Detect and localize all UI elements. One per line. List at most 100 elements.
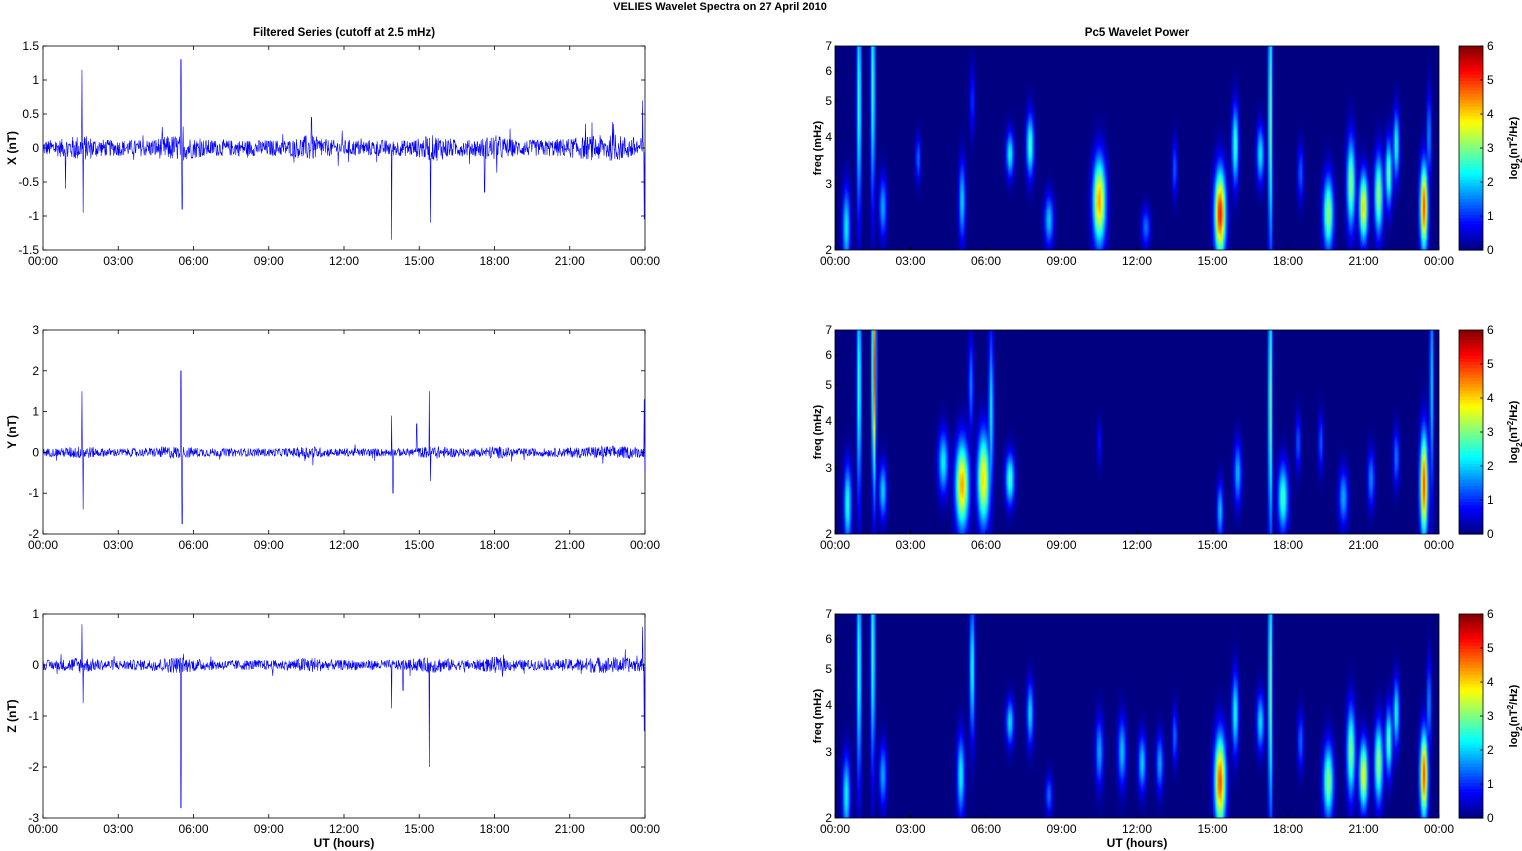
colorbar-swatch [1459, 409, 1483, 414]
y-axis-label: Y (nT) [5, 415, 19, 449]
colorbar-swatch [1459, 106, 1483, 111]
colorbar-swatch [1459, 709, 1483, 714]
colorbar-swatch [1459, 93, 1483, 98]
colorbar-swatch [1459, 71, 1483, 76]
colorbar-swatch [1459, 400, 1483, 404]
colorbar-swatch [1459, 412, 1483, 417]
colorbar-swatch [1459, 109, 1483, 114]
x-tick-label: 06:00 [971, 254, 1001, 268]
colorbar-swatch [1459, 224, 1483, 229]
y-tick-label: 0 [32, 141, 39, 155]
colorbar-swatch [1459, 349, 1483, 353]
wavelet-heatmap [835, 614, 1439, 818]
colorbar-tick-label: 5 [1487, 73, 1494, 87]
x-tick-label: 15:00 [404, 822, 434, 836]
y-tick-label: 5 [825, 378, 832, 392]
colorbar-swatch [1459, 473, 1483, 478]
colorbar-swatch [1459, 173, 1483, 178]
colorbar-swatch [1459, 767, 1483, 771]
colorbar-label: log2(nT2/Hz) [1506, 400, 1522, 463]
x-tick-label: 09:00 [254, 254, 284, 268]
colorbar-swatch [1459, 214, 1483, 219]
y-tick-label: 5 [825, 662, 832, 676]
x-tick-label: 12:00 [1122, 254, 1152, 268]
x-tick-label: 18:00 [479, 822, 509, 836]
colorbar-swatch [1459, 77, 1483, 82]
colorbar-swatch [1459, 65, 1483, 69]
colorbar-swatch [1459, 192, 1483, 197]
colorbar-swatch [1459, 747, 1483, 752]
colorbar-swatch [1459, 744, 1483, 749]
colorbar-swatch [1459, 81, 1483, 85]
x-tick-label: 00:00 [820, 822, 850, 836]
x-tick-label: 00:00 [1424, 822, 1454, 836]
colorbar-swatch [1459, 132, 1483, 136]
colorbar-swatch [1459, 738, 1483, 743]
colorbar-swatch [1459, 100, 1483, 104]
colorbar-swatch [1459, 782, 1483, 787]
colorbar-swatch [1459, 116, 1483, 120]
colorbar-swatch [1459, 649, 1483, 653]
colorbar-swatch [1459, 432, 1483, 436]
colorbar-swatch [1459, 757, 1483, 762]
colorbar-swatch [1459, 795, 1483, 800]
colorbar-swatch [1459, 645, 1483, 650]
x-tick-label: 09:00 [1046, 254, 1076, 268]
colorbar-swatch [1459, 444, 1483, 449]
colorbar-label: log2(nT2/Hz) [1506, 116, 1522, 179]
y-tick-label: -2 [28, 527, 39, 541]
y-tick-label: 7 [825, 607, 832, 621]
colorbar-swatch [1459, 361, 1483, 366]
colorbar-swatch [1459, 52, 1483, 57]
colorbar-tick-label: 6 [1487, 39, 1494, 53]
y-tick-label: 6 [825, 348, 832, 362]
x-tick-label: 06:00 [178, 538, 208, 552]
colorbar-swatch [1459, 789, 1483, 794]
y-tick-label: 4 [825, 130, 832, 144]
wavelet-heatmap [835, 330, 1439, 534]
colorbar-swatch [1459, 128, 1483, 133]
colorbar-swatch [1459, 626, 1483, 631]
colorbar-swatch [1459, 786, 1483, 790]
x-tick-label: 03:00 [103, 254, 133, 268]
colorbar-swatch [1459, 684, 1483, 688]
x-tick-label: 00:00 [820, 254, 850, 268]
y-tick-label: 3 [825, 461, 832, 475]
colorbar-swatch [1459, 243, 1483, 248]
colorbar-swatch [1459, 176, 1483, 181]
colorbar-swatch [1459, 751, 1483, 755]
colorbar-swatch [1459, 457, 1483, 462]
colorbar-swatch [1459, 680, 1483, 685]
colorbar-swatch [1459, 741, 1483, 746]
colorbar-swatch [1459, 700, 1483, 704]
colorbar-swatch [1459, 706, 1483, 711]
colorbar-swatch [1459, 620, 1483, 625]
colorbar-swatch [1459, 642, 1483, 647]
colorbar-swatch [1459, 234, 1483, 238]
colorbar-swatch [1459, 677, 1483, 682]
colorbar-swatch [1459, 345, 1483, 350]
colorbar-swatch [1459, 74, 1483, 79]
series-line-y [42, 370, 646, 525]
colorbar-swatch [1459, 636, 1483, 641]
x-tick-label: 00:00 [1424, 254, 1454, 268]
x-tick-label: 21:00 [555, 254, 585, 268]
y-tick-label: 1.5 [22, 39, 39, 53]
colorbar-swatch [1459, 486, 1483, 490]
wavelet-heatmap [835, 46, 1439, 250]
x-tick-label: 18:00 [479, 254, 509, 268]
colorbar-swatch [1459, 674, 1483, 679]
colorbar-tick-label: 1 [1487, 493, 1494, 507]
colorbar-swatch [1459, 396, 1483, 401]
x-tick-label: 15:00 [404, 538, 434, 552]
colorbar-tick-label: 4 [1487, 675, 1494, 689]
colorbar-swatch [1459, 712, 1483, 717]
colorbar-swatch [1459, 731, 1483, 736]
colorbar-swatch [1459, 754, 1483, 759]
colorbar-swatch [1459, 237, 1483, 242]
colorbar-swatch [1459, 495, 1483, 500]
x-tick-label: 09:00 [1046, 538, 1076, 552]
colorbar-swatch [1459, 483, 1483, 487]
figure-title: VELIES Wavelet Spectra on 27 April 2010 [613, 1, 827, 13]
